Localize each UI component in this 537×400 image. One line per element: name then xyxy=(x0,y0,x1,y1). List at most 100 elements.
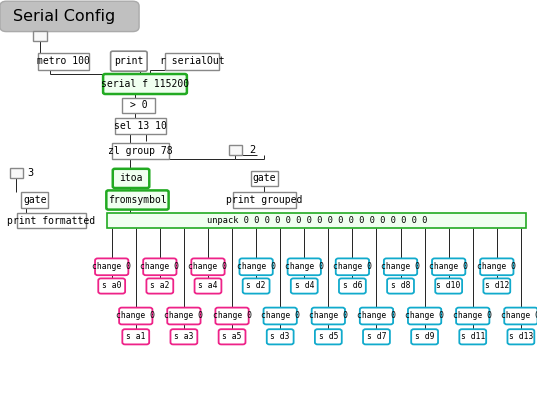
FancyBboxPatch shape xyxy=(95,258,128,275)
FancyBboxPatch shape xyxy=(122,329,149,344)
Text: itoa: itoa xyxy=(119,173,143,183)
Text: change 0: change 0 xyxy=(140,262,179,271)
FancyBboxPatch shape xyxy=(251,171,278,186)
FancyBboxPatch shape xyxy=(112,143,169,159)
FancyBboxPatch shape xyxy=(229,145,242,155)
Text: s d10: s d10 xyxy=(437,282,461,290)
FancyBboxPatch shape xyxy=(10,168,23,178)
FancyBboxPatch shape xyxy=(106,190,169,210)
FancyBboxPatch shape xyxy=(113,169,149,188)
FancyBboxPatch shape xyxy=(167,308,200,324)
Text: change 0: change 0 xyxy=(429,262,468,271)
FancyBboxPatch shape xyxy=(107,213,526,228)
Text: change 0: change 0 xyxy=(453,312,492,320)
FancyBboxPatch shape xyxy=(194,278,221,294)
FancyBboxPatch shape xyxy=(111,51,147,71)
Text: change 0: change 0 xyxy=(260,312,300,320)
Text: change 0: change 0 xyxy=(92,262,131,271)
FancyBboxPatch shape xyxy=(264,308,297,324)
Text: s d5: s d5 xyxy=(318,332,338,341)
FancyBboxPatch shape xyxy=(119,308,153,324)
FancyBboxPatch shape xyxy=(267,329,294,344)
FancyBboxPatch shape xyxy=(147,278,173,294)
Text: s d12: s d12 xyxy=(484,282,509,290)
Text: fromsymbol: fromsymbol xyxy=(108,195,167,205)
FancyBboxPatch shape xyxy=(33,31,47,41)
Text: change 0: change 0 xyxy=(188,262,228,271)
Text: print formatted: print formatted xyxy=(8,216,96,226)
Text: gate: gate xyxy=(252,173,276,183)
Text: 3: 3 xyxy=(27,168,33,178)
FancyBboxPatch shape xyxy=(480,258,513,275)
FancyBboxPatch shape xyxy=(0,1,139,32)
Text: r serialOut: r serialOut xyxy=(160,56,224,66)
Text: s d3: s d3 xyxy=(271,332,290,341)
FancyBboxPatch shape xyxy=(21,192,48,208)
Text: s a5: s a5 xyxy=(222,332,242,341)
FancyBboxPatch shape xyxy=(170,329,197,344)
FancyBboxPatch shape xyxy=(408,308,441,324)
FancyBboxPatch shape xyxy=(122,98,155,113)
FancyBboxPatch shape xyxy=(165,53,219,70)
Text: change 0: change 0 xyxy=(502,312,537,320)
Text: s a2: s a2 xyxy=(150,282,170,290)
Text: s d8: s d8 xyxy=(391,282,410,290)
Text: Serial Config: Serial Config xyxy=(13,9,115,24)
FancyBboxPatch shape xyxy=(360,308,393,324)
FancyBboxPatch shape xyxy=(288,258,321,275)
FancyBboxPatch shape xyxy=(191,258,224,275)
FancyBboxPatch shape xyxy=(339,278,366,294)
FancyBboxPatch shape xyxy=(115,118,166,134)
Text: s d4: s d4 xyxy=(294,282,314,290)
FancyBboxPatch shape xyxy=(315,329,342,344)
Text: change 0: change 0 xyxy=(405,312,444,320)
Text: s d13: s d13 xyxy=(509,332,533,341)
FancyBboxPatch shape xyxy=(363,329,390,344)
FancyBboxPatch shape xyxy=(311,308,345,324)
Text: metro 100: metro 100 xyxy=(37,56,90,66)
Text: s d7: s d7 xyxy=(367,332,386,341)
Text: s d9: s d9 xyxy=(415,332,434,341)
FancyBboxPatch shape xyxy=(291,278,318,294)
FancyBboxPatch shape xyxy=(38,53,89,70)
Text: s a3: s a3 xyxy=(174,332,194,341)
FancyBboxPatch shape xyxy=(436,278,462,294)
FancyBboxPatch shape xyxy=(215,308,249,324)
Text: change 0: change 0 xyxy=(285,262,324,271)
FancyBboxPatch shape xyxy=(103,74,187,94)
Text: change 0: change 0 xyxy=(381,262,420,271)
Text: change 0: change 0 xyxy=(477,262,516,271)
FancyBboxPatch shape xyxy=(456,308,489,324)
Text: change 0: change 0 xyxy=(164,312,204,320)
Text: s a1: s a1 xyxy=(126,332,146,341)
Text: change 0: change 0 xyxy=(309,312,348,320)
Text: change 0: change 0 xyxy=(117,312,155,320)
Text: s d11: s d11 xyxy=(461,332,485,341)
Text: sel 13 10: sel 13 10 xyxy=(114,121,167,131)
Text: change 0: change 0 xyxy=(237,262,275,271)
Text: change 0: change 0 xyxy=(213,312,251,320)
FancyBboxPatch shape xyxy=(384,258,417,275)
FancyBboxPatch shape xyxy=(219,329,245,344)
FancyBboxPatch shape xyxy=(507,329,534,344)
Text: print: print xyxy=(114,56,143,66)
FancyBboxPatch shape xyxy=(504,308,537,324)
FancyBboxPatch shape xyxy=(411,329,438,344)
FancyBboxPatch shape xyxy=(98,278,125,294)
FancyBboxPatch shape xyxy=(336,258,369,275)
Text: serial f 115200: serial f 115200 xyxy=(101,79,189,89)
Text: s d2: s d2 xyxy=(246,282,266,290)
Text: print grouped: print grouped xyxy=(226,195,302,205)
Text: s a0: s a0 xyxy=(102,282,121,290)
FancyBboxPatch shape xyxy=(387,278,414,294)
Text: zl group 78: zl group 78 xyxy=(108,146,173,156)
Text: s a4: s a4 xyxy=(198,282,217,290)
FancyBboxPatch shape xyxy=(17,213,86,228)
Text: 2: 2 xyxy=(249,145,256,155)
FancyBboxPatch shape xyxy=(483,278,510,294)
FancyBboxPatch shape xyxy=(432,258,466,275)
FancyBboxPatch shape xyxy=(240,258,273,275)
FancyBboxPatch shape xyxy=(233,192,296,208)
Text: > 0: > 0 xyxy=(130,100,147,110)
FancyBboxPatch shape xyxy=(143,258,177,275)
